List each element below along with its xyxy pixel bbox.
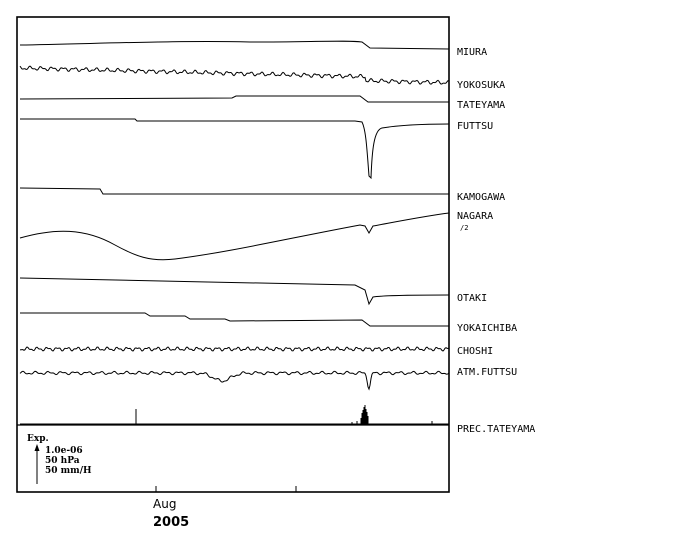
trace-atm-futtsu [19,370,450,391]
legend-label: Exp. [27,434,49,444]
trace-choshi [19,346,450,352]
label-nagara-note: /2 [460,224,468,232]
trace-kamogawa [19,187,449,195]
legend-scale-pressure: 50 hPa [45,456,80,466]
plot-frame [16,16,450,493]
label-prec-tateyama: PREC.TATEYAMA [457,424,535,435]
label-yokosuka: YOKOSUKA [457,80,505,91]
label-miura: MIURA [457,47,487,58]
trace-yokaichiba [20,312,449,327]
trace-yokosuka [19,65,450,85]
trace-nagara [19,212,450,261]
label-atm-futtsu: ATM.FUTTSU [457,367,517,378]
trace-prec-tateyama [20,405,449,425]
trace-futtsu [20,118,450,180]
label-futtsu: FUTTSU [457,121,493,132]
legend-scale-precip: 50 mm/H [45,466,92,476]
label-yokaichiba: YOKAICHIBA [457,323,517,334]
trace-tateyama [19,95,449,103]
label-kamogawa: KAMOGAWA [457,192,505,203]
label-nagara: NAGARA [457,211,493,222]
label-otaki: OTAKI [457,293,487,304]
label-choshi: CHOSHI [457,346,493,357]
label-tateyama: TATEYAMA [457,100,505,111]
legend-scale-strain: 1.0e-06 [45,446,83,456]
trace-otaki [19,277,450,306]
trace-miura [19,40,450,50]
x-year-label: 2005 [153,515,189,530]
legend-arrow-icon [34,444,40,451]
x-tick-label-aug: Aug [153,497,176,511]
